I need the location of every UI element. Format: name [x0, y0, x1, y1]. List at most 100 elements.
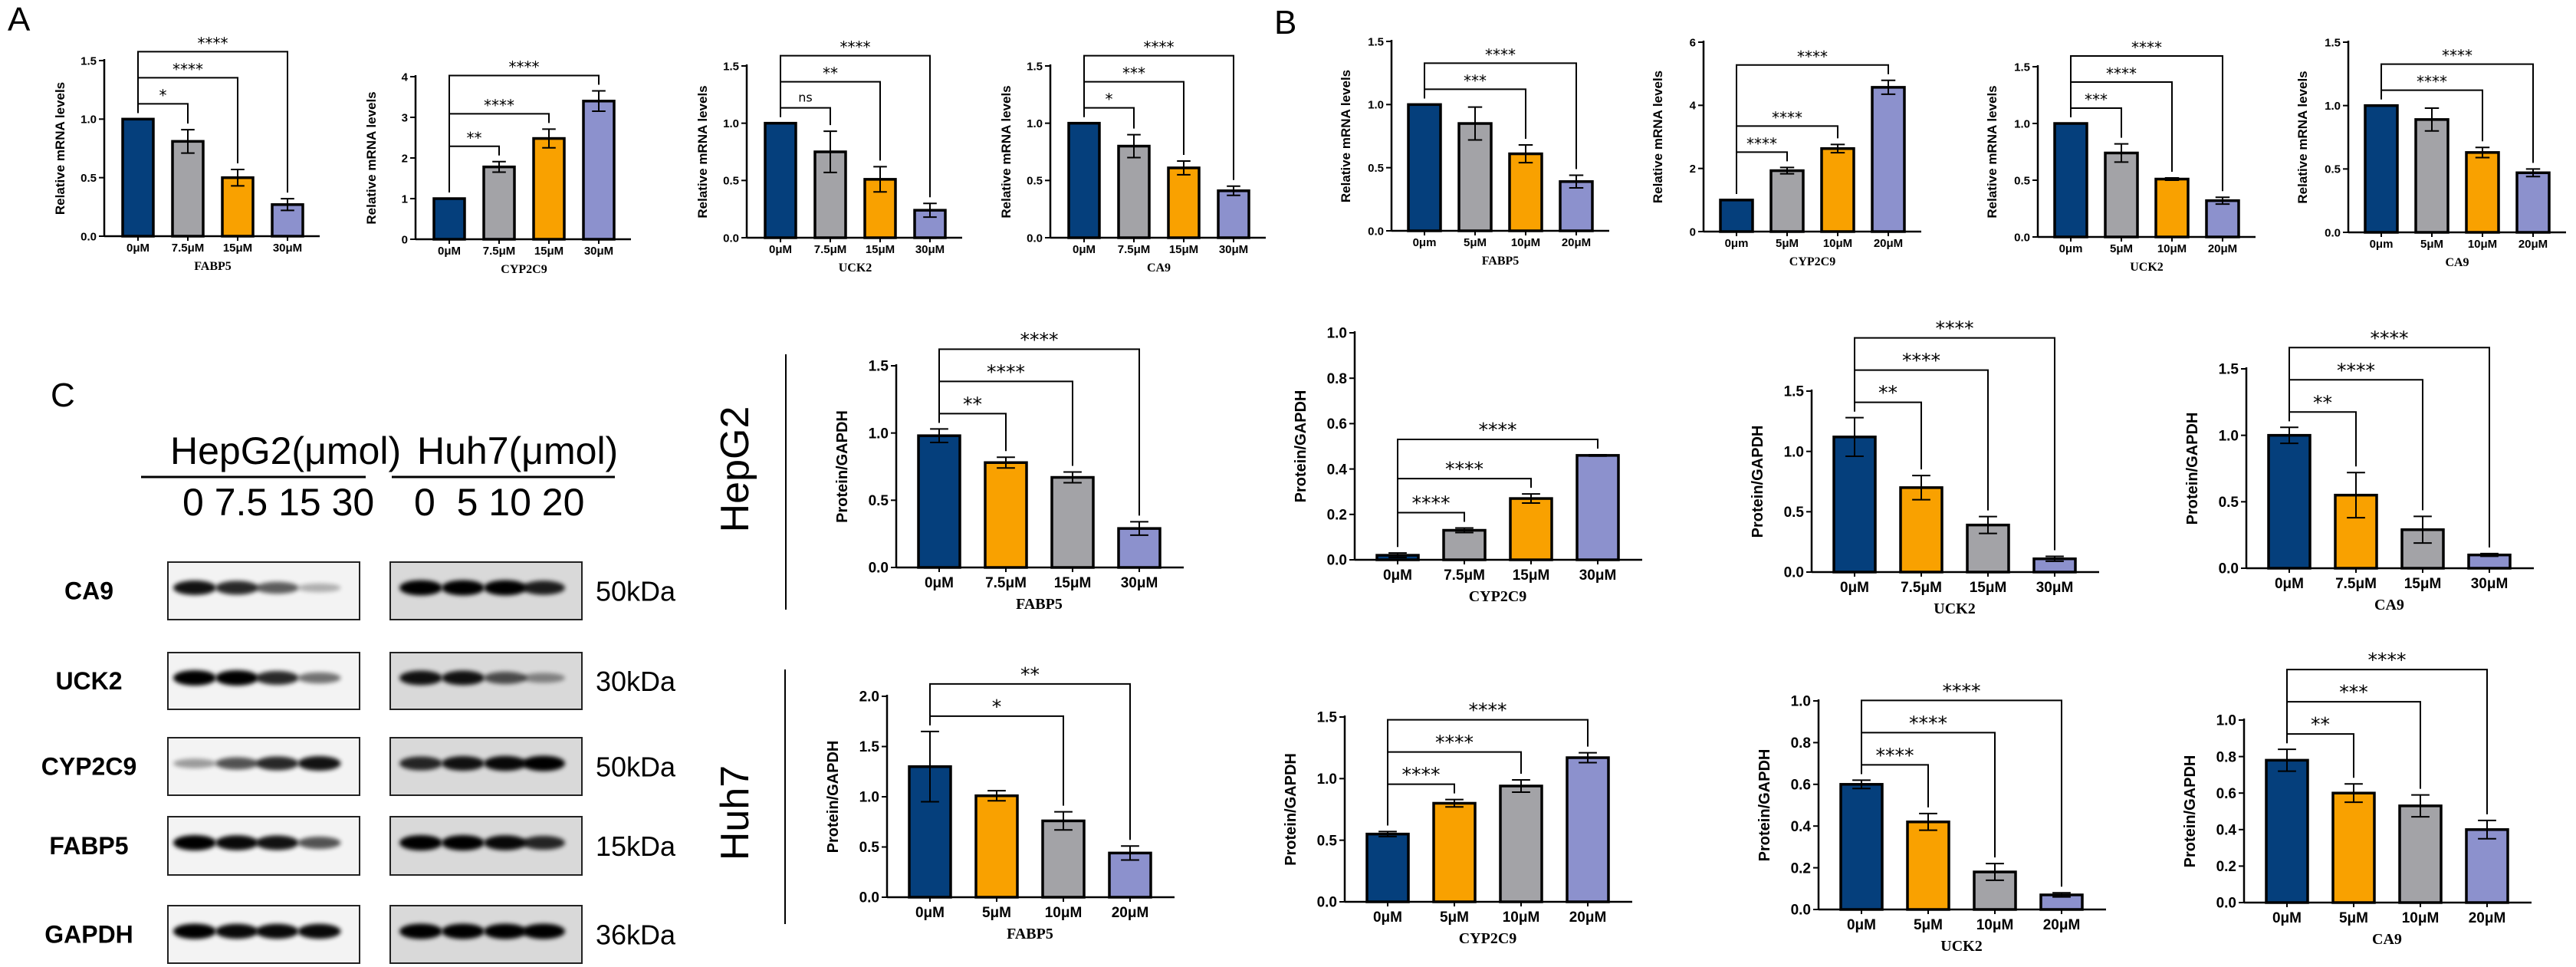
bar [974, 794, 1019, 899]
x-tick-label: 30μM [584, 245, 613, 258]
significance-label: **** [2368, 649, 2407, 671]
bar [1041, 819, 1086, 899]
bar [2414, 118, 2450, 234]
x-axis-label: CA9 [2374, 597, 2404, 613]
chart-a-cyp2c9: 0 1 2 3 4 Relative mRNA levels 0μM 7.5μM 15μM 30μ… [364, 58, 631, 276]
bar [2331, 791, 2376, 904]
y-tick-label: 1.0 [2219, 428, 2239, 444]
bar [1217, 189, 1250, 239]
y-axis-label: Relative mRNA levels [1985, 85, 1999, 218]
x-tick-label: 15μM [866, 243, 895, 256]
bar [532, 136, 566, 241]
significance-label: **** [1772, 108, 1802, 127]
bar [1167, 166, 1201, 239]
chart-a-uck2: 0.0 0.5 1.0 1.5 Relative mRNA levels 0μM 7.5μM… [695, 38, 962, 275]
x-tick-label: 5μM [2110, 242, 2133, 255]
x-tick-label: 20μM [2208, 242, 2237, 255]
y-tick-label: 0.0 [869, 561, 889, 577]
y-tick-label: 0.5 [1784, 505, 1805, 521]
y-tick-label: 3 [402, 111, 408, 124]
chart-c-uck2: 0.0 0.2 0.4 0.6 0.8 1.0 Protein/GAPDH 0μM 5μM 10μ… [1756, 679, 2106, 955]
bar [1117, 144, 1151, 239]
significance-label: ** [2313, 391, 2332, 413]
y-tick-label: 0.6 [1327, 416, 1347, 433]
significance-label: **** [484, 96, 514, 114]
blot-band [173, 923, 216, 939]
blot-band [215, 581, 258, 595]
y-tick-label: 1.0 [859, 790, 879, 806]
blot-kda-label: 15kDa [596, 831, 676, 862]
bar [2104, 151, 2139, 238]
bar [1050, 475, 1095, 569]
x-tick-label: 5μM [1440, 909, 1469, 926]
x-tick-label: 10μM [2468, 238, 2497, 251]
y-tick-label: 0.2 [1791, 860, 1811, 877]
y-tick-label: 1.5 [869, 359, 889, 375]
blot-band [255, 756, 299, 771]
y-tick-label: 1.5 [859, 739, 880, 755]
y-axis-label: Protein/GAPDH [2184, 413, 2201, 525]
y-tick-label: 1.0 [1327, 326, 1347, 342]
blot-band [255, 671, 299, 685]
x-tick-label: 15μM [1054, 575, 1092, 591]
blot-doses-hepg2: 0 7.5 15 30 [182, 481, 374, 524]
bar [1566, 756, 1610, 903]
y-tick-label: 1.0 [723, 117, 739, 130]
y-axis-label: Relative mRNA levels [1339, 70, 1353, 202]
y-tick-label: 1.5 [1317, 710, 1338, 726]
y-tick-label: 1.5 [723, 60, 739, 73]
bar [2267, 433, 2312, 570]
y-tick-label: 1.0 [1791, 694, 1811, 710]
significance-label: *** [1464, 71, 1487, 90]
chart-c-cyp2c9: 0.0 0.2 0.4 0.6 0.8 1.0 Protein/GAPDH 0μM 7.5μM 1… [1293, 326, 1642, 605]
blot-band [173, 758, 216, 768]
y-tick-label: 0 [402, 233, 408, 246]
bar [1407, 103, 1442, 232]
bar [2515, 171, 2551, 234]
bar [2205, 199, 2240, 238]
x-tick-label: 0μm [2370, 238, 2394, 251]
significance-label: **** [2442, 47, 2472, 65]
y-tick-label: 0.5 [859, 840, 880, 856]
significance-label: **** [1445, 458, 1484, 480]
significance-label: * [159, 86, 167, 104]
y-tick-label: 1.0 [1317, 771, 1337, 788]
y-tick-label: 2 [402, 152, 408, 165]
blot-kda-label: 50kDa [596, 752, 676, 783]
significance-label: ** [1878, 382, 1898, 404]
y-axis-label: Protein/GAPDH [834, 410, 851, 523]
x-tick-label: 7.5μM [1901, 580, 1942, 596]
blot-header-huh7: Huh7(μmol) [417, 429, 618, 472]
significance-bracket [2380, 63, 2534, 163]
bar [2364, 104, 2399, 234]
x-tick-label: 0μm [1725, 237, 1749, 250]
y-tick-label: 4 [402, 71, 409, 84]
y-tick-label: 1.5 [80, 54, 97, 67]
blot-band [297, 837, 341, 849]
y-tick-label: 6 [1690, 36, 1696, 49]
x-axis-label: UCK2 [839, 261, 872, 275]
significance-label: **** [1020, 328, 1059, 350]
x-tick-label: 0μM [1073, 243, 1096, 256]
chart-c-ca9: 0.0 0.5 1.0 1.5 Protein/GAPDH 0μM 7.5μM 15μM 30μ… [2184, 327, 2534, 613]
y-tick-label: 0.6 [1791, 777, 1811, 793]
y-tick-label: 0.2 [2216, 859, 2236, 875]
significance-bracket [1397, 438, 1598, 548]
row-label-huh7: Huh7 [713, 765, 757, 860]
significance-label: ** [2311, 713, 2330, 735]
significance-bracket [1736, 64, 1889, 194]
x-tick-label: 30μM [2036, 580, 2074, 596]
significance-label: **** [840, 38, 871, 57]
bar [984, 461, 1028, 569]
y-tick-label: 0.0 [1327, 553, 1347, 569]
y-axis-label: Relative mRNA levels [364, 91, 379, 224]
bar [908, 765, 952, 899]
x-tick-label: 0μM [438, 245, 461, 258]
blot-protein-label: FABP5 [49, 832, 128, 860]
y-tick-label: 1.0 [1027, 117, 1043, 130]
x-tick-label: 5μM [1464, 236, 1487, 249]
significance-bracket [449, 74, 600, 192]
x-tick-label: 30μM [915, 243, 945, 256]
blot-band [399, 923, 442, 939]
x-tick-label: 15μM [1513, 567, 1550, 584]
